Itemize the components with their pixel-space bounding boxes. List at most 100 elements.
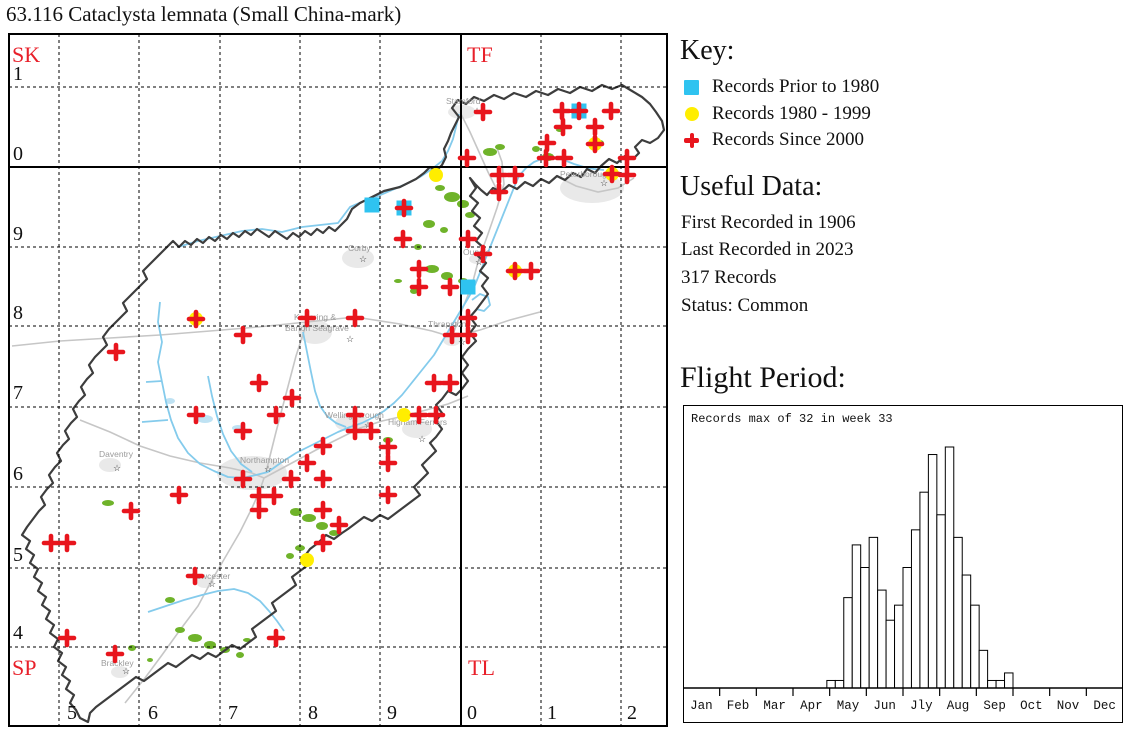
record-plus-since-2000 [57, 628, 77, 648]
town-star: ☆ [458, 337, 466, 347]
road [11, 311, 541, 347]
record-plus-since-2000 [440, 373, 460, 393]
road [459, 111, 498, 191]
record-plus-since-2000 [313, 469, 333, 489]
town-label: Barton Seagrave [285, 323, 349, 333]
histogram-bar-week-34 [953, 536, 963, 689]
col-label: 6 [148, 702, 158, 724]
record-plus-since-2000 [505, 261, 525, 281]
woodland-patch [188, 634, 202, 642]
record-plus-since-2000 [106, 342, 126, 362]
histogram-bar-week-26 [885, 619, 896, 689]
record-plus-since-2000 [361, 421, 381, 441]
record-plus-since-2000 [440, 277, 460, 297]
river [302, 331, 347, 428]
histogram-bar-week-25 [877, 589, 887, 689]
record-plus-since-2000 [169, 485, 189, 505]
woodland-patch [290, 508, 302, 516]
woodland-patch [435, 185, 445, 191]
record-plus-since-2000 [329, 515, 349, 535]
woodland-patch [128, 645, 136, 651]
legend-label: Records 1980 - 1999 [712, 103, 871, 124]
road [124, 477, 265, 704]
month-label-Oct: Oct [1020, 699, 1043, 713]
woodland-patch [236, 652, 244, 658]
histogram-bar-week-27 [894, 604, 904, 689]
legend-label: Records Since 2000 [712, 129, 864, 150]
record-plus-since-2000 [601, 101, 621, 121]
col-label: 5 [67, 702, 77, 724]
chart-annotation: Records max of 32 in week 33 [691, 412, 893, 426]
grid-letter-TL: TL [468, 655, 495, 680]
legend-label: Records Prior to 1980 [712, 76, 880, 97]
record-square-prior-1980 [460, 279, 476, 295]
histogram-bar-week-30 [919, 491, 929, 689]
grid-letter-SP: SP [12, 655, 36, 680]
record-plus-since-2000 [409, 405, 429, 425]
col-label: 2 [627, 702, 637, 724]
river [267, 156, 605, 473]
woodland-patch [423, 220, 435, 228]
record-plus-since-2000 [264, 486, 284, 506]
record-plus-since-2000 [521, 261, 541, 281]
record-plus-since-2000 [458, 325, 478, 345]
record-plus-since-2000 [552, 101, 572, 121]
record-plus-since-2000 [345, 421, 365, 441]
map-background [9, 34, 667, 726]
row-label: 5 [13, 544, 23, 566]
row-label: 4 [13, 622, 23, 644]
last-recorded: Last Recorded in 2023 [681, 239, 854, 260]
col-label: 8 [308, 702, 318, 724]
histogram-bar-week-36 [970, 604, 980, 689]
month-label-Apr: Apr [800, 699, 823, 713]
town-label: Peterborough [560, 169, 612, 179]
town-star: ☆ [418, 434, 426, 444]
record-plus-since-2000 [266, 405, 286, 425]
woodland-patch [329, 530, 339, 536]
record-plus-since-2000 [249, 373, 269, 393]
town-star: ☆ [600, 178, 608, 188]
town-label: Brackley [101, 658, 134, 668]
woodland-patch [465, 212, 475, 218]
first-recorded: First Recorded in 1906 [681, 212, 856, 233]
town-area [342, 248, 374, 268]
woodland-patch [302, 514, 316, 522]
record-plus-since-2000 [505, 165, 525, 185]
record-plus-since-2000 [585, 134, 605, 154]
row-label: 1 [13, 63, 23, 85]
status: Status: Common [681, 295, 809, 316]
town-label: Towcester [192, 571, 230, 581]
record-plus-since-2000 [345, 308, 365, 328]
histogram-bar-week-40 [1004, 672, 1014, 689]
record-plus-since-2000 [313, 500, 333, 520]
month-label-Jun: Jun [873, 699, 896, 713]
record-plus-since-2000 [378, 485, 398, 505]
record-plus-since-2000 [536, 148, 556, 168]
col-label: 1 [547, 702, 557, 724]
record-plus-since-2000 [473, 102, 493, 122]
histogram-bar-week-32 [936, 514, 946, 689]
record-plus-since-2000 [266, 628, 286, 648]
histogram-bar-week-19 [826, 679, 836, 689]
town-label: Thrapston [428, 319, 467, 329]
town-area [560, 173, 624, 203]
woodland-patch [410, 288, 418, 294]
record-plus-since-2000 [57, 533, 77, 553]
prior-1980-square-icon [684, 79, 699, 95]
town-star: ☆ [359, 254, 367, 264]
record-plus-since-2000 [473, 244, 493, 264]
record-plus-since-2000 [233, 421, 253, 441]
histogram-bar-week-37 [978, 649, 989, 689]
record-plus-since-2000 [345, 405, 365, 425]
record-plus-since-2000 [537, 133, 557, 153]
town-star: ☆ [208, 579, 216, 589]
record-plus-since-2000 [41, 533, 61, 553]
record-plus-since-2000 [458, 229, 478, 249]
histogram-bar-week-38 [987, 679, 997, 689]
record-plus-since-2000 [185, 566, 205, 586]
woodland-patch [286, 553, 294, 559]
woodland-patch [457, 200, 469, 208]
record-circle-1980-1999 [300, 553, 314, 567]
town-label: Corby [348, 243, 371, 253]
